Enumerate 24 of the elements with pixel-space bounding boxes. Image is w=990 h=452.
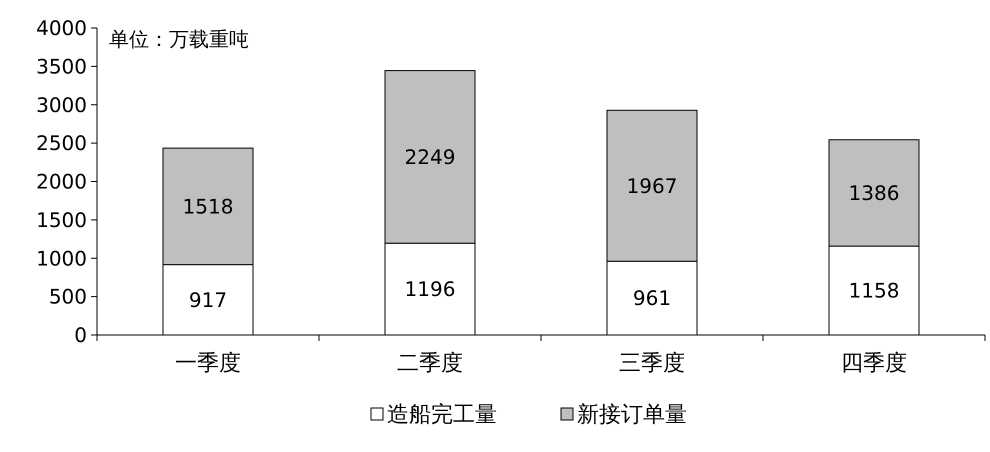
y-tick-label: 3000 bbox=[36, 92, 87, 117]
data-label: 1196 bbox=[404, 277, 456, 302]
legend-label: 造船完工量 bbox=[387, 402, 497, 428]
x-tick-label: 一季度 bbox=[175, 351, 241, 376]
x-tick-label: 二季度 bbox=[397, 351, 463, 376]
data-label: 1518 bbox=[182, 194, 234, 218]
y-tick-label: 2500 bbox=[36, 131, 87, 156]
annotation: 单位：万载重吨 bbox=[109, 27, 249, 51]
data-label: 917 bbox=[188, 288, 228, 312]
y-tick-label: 1500 bbox=[36, 208, 87, 232]
data-label: 2249 bbox=[404, 144, 456, 169]
data-label: 1386 bbox=[848, 180, 900, 205]
x-tick-label: 三季度 bbox=[619, 351, 685, 376]
y-tick-label: 2000 bbox=[36, 170, 87, 194]
data-label: 1158 bbox=[848, 278, 900, 303]
legend-label: 新接订单量 bbox=[577, 402, 687, 428]
y-tick-label: 0 bbox=[74, 323, 87, 347]
x-tick-label: 四季度 bbox=[841, 351, 907, 376]
y-tick-label: 3500 bbox=[36, 54, 87, 78]
y-tick-label: 1000 bbox=[36, 246, 87, 270]
y-tick-label: 500 bbox=[48, 284, 87, 309]
y-tick-label: 4000 bbox=[36, 16, 87, 40]
data-label: 961 bbox=[632, 286, 672, 310]
data-label: 1967 bbox=[626, 174, 678, 198]
